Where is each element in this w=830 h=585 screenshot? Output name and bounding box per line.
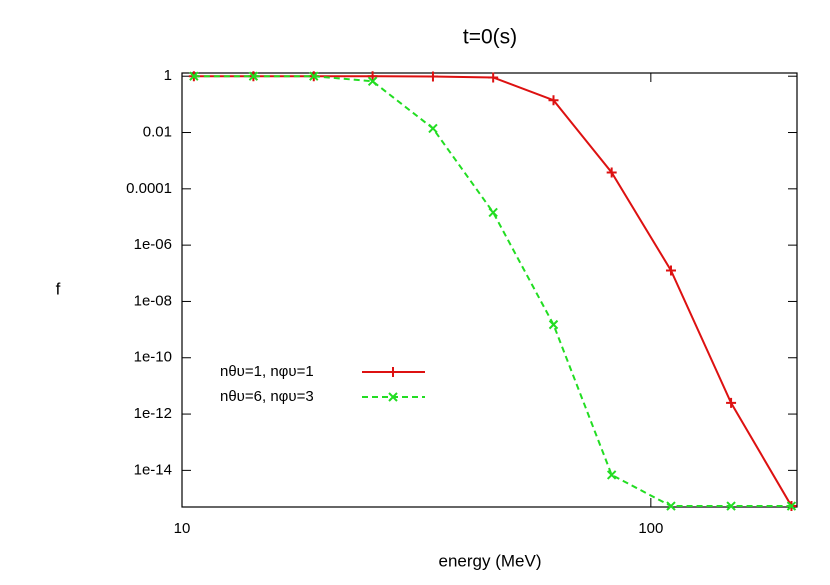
point: [488, 72, 499, 83]
y-tick-label: 1e-08: [134, 292, 172, 309]
point: [606, 470, 617, 480]
series-line: [193, 75, 792, 508]
legend-marker: [388, 367, 398, 377]
y-tick-label: 0.0001: [126, 180, 172, 197]
point: [248, 71, 259, 81]
point: [548, 319, 559, 330]
point: [726, 397, 737, 408]
y-tick-label: 1e-14: [134, 461, 172, 478]
point: [606, 167, 617, 178]
point: [367, 76, 378, 86]
point: [665, 265, 676, 276]
x-tick-label: 100: [638, 520, 663, 537]
chart-title: t=0(s): [463, 26, 517, 49]
y-tick-label: 1: [164, 67, 172, 84]
point: [488, 207, 498, 218]
y-tick-label: 1e-10: [134, 349, 172, 366]
point: [666, 501, 676, 511]
point: [786, 501, 797, 511]
legend-marker: [388, 392, 398, 402]
point: [309, 71, 319, 81]
point: [726, 501, 736, 511]
y-tick-label: 1e-06: [134, 236, 172, 253]
y-tick-label: 1e-12: [134, 405, 172, 422]
y-axis-label: f: [56, 279, 61, 298]
legend-label: nθυ=1, nφυ=1: [220, 363, 314, 380]
y-tick-label: 0.01: [143, 123, 172, 140]
plot-frame: [181, 72, 798, 508]
legend-label: nθυ=6, nφυ=3: [220, 388, 314, 405]
point: [189, 71, 199, 81]
x-axis-label: energy (MeV): [439, 551, 542, 570]
point: [548, 95, 559, 106]
point: [427, 71, 438, 82]
point: [367, 71, 378, 82]
point: [428, 123, 438, 134]
series-line: [193, 75, 793, 507]
x-tick-label: 10: [174, 520, 191, 537]
